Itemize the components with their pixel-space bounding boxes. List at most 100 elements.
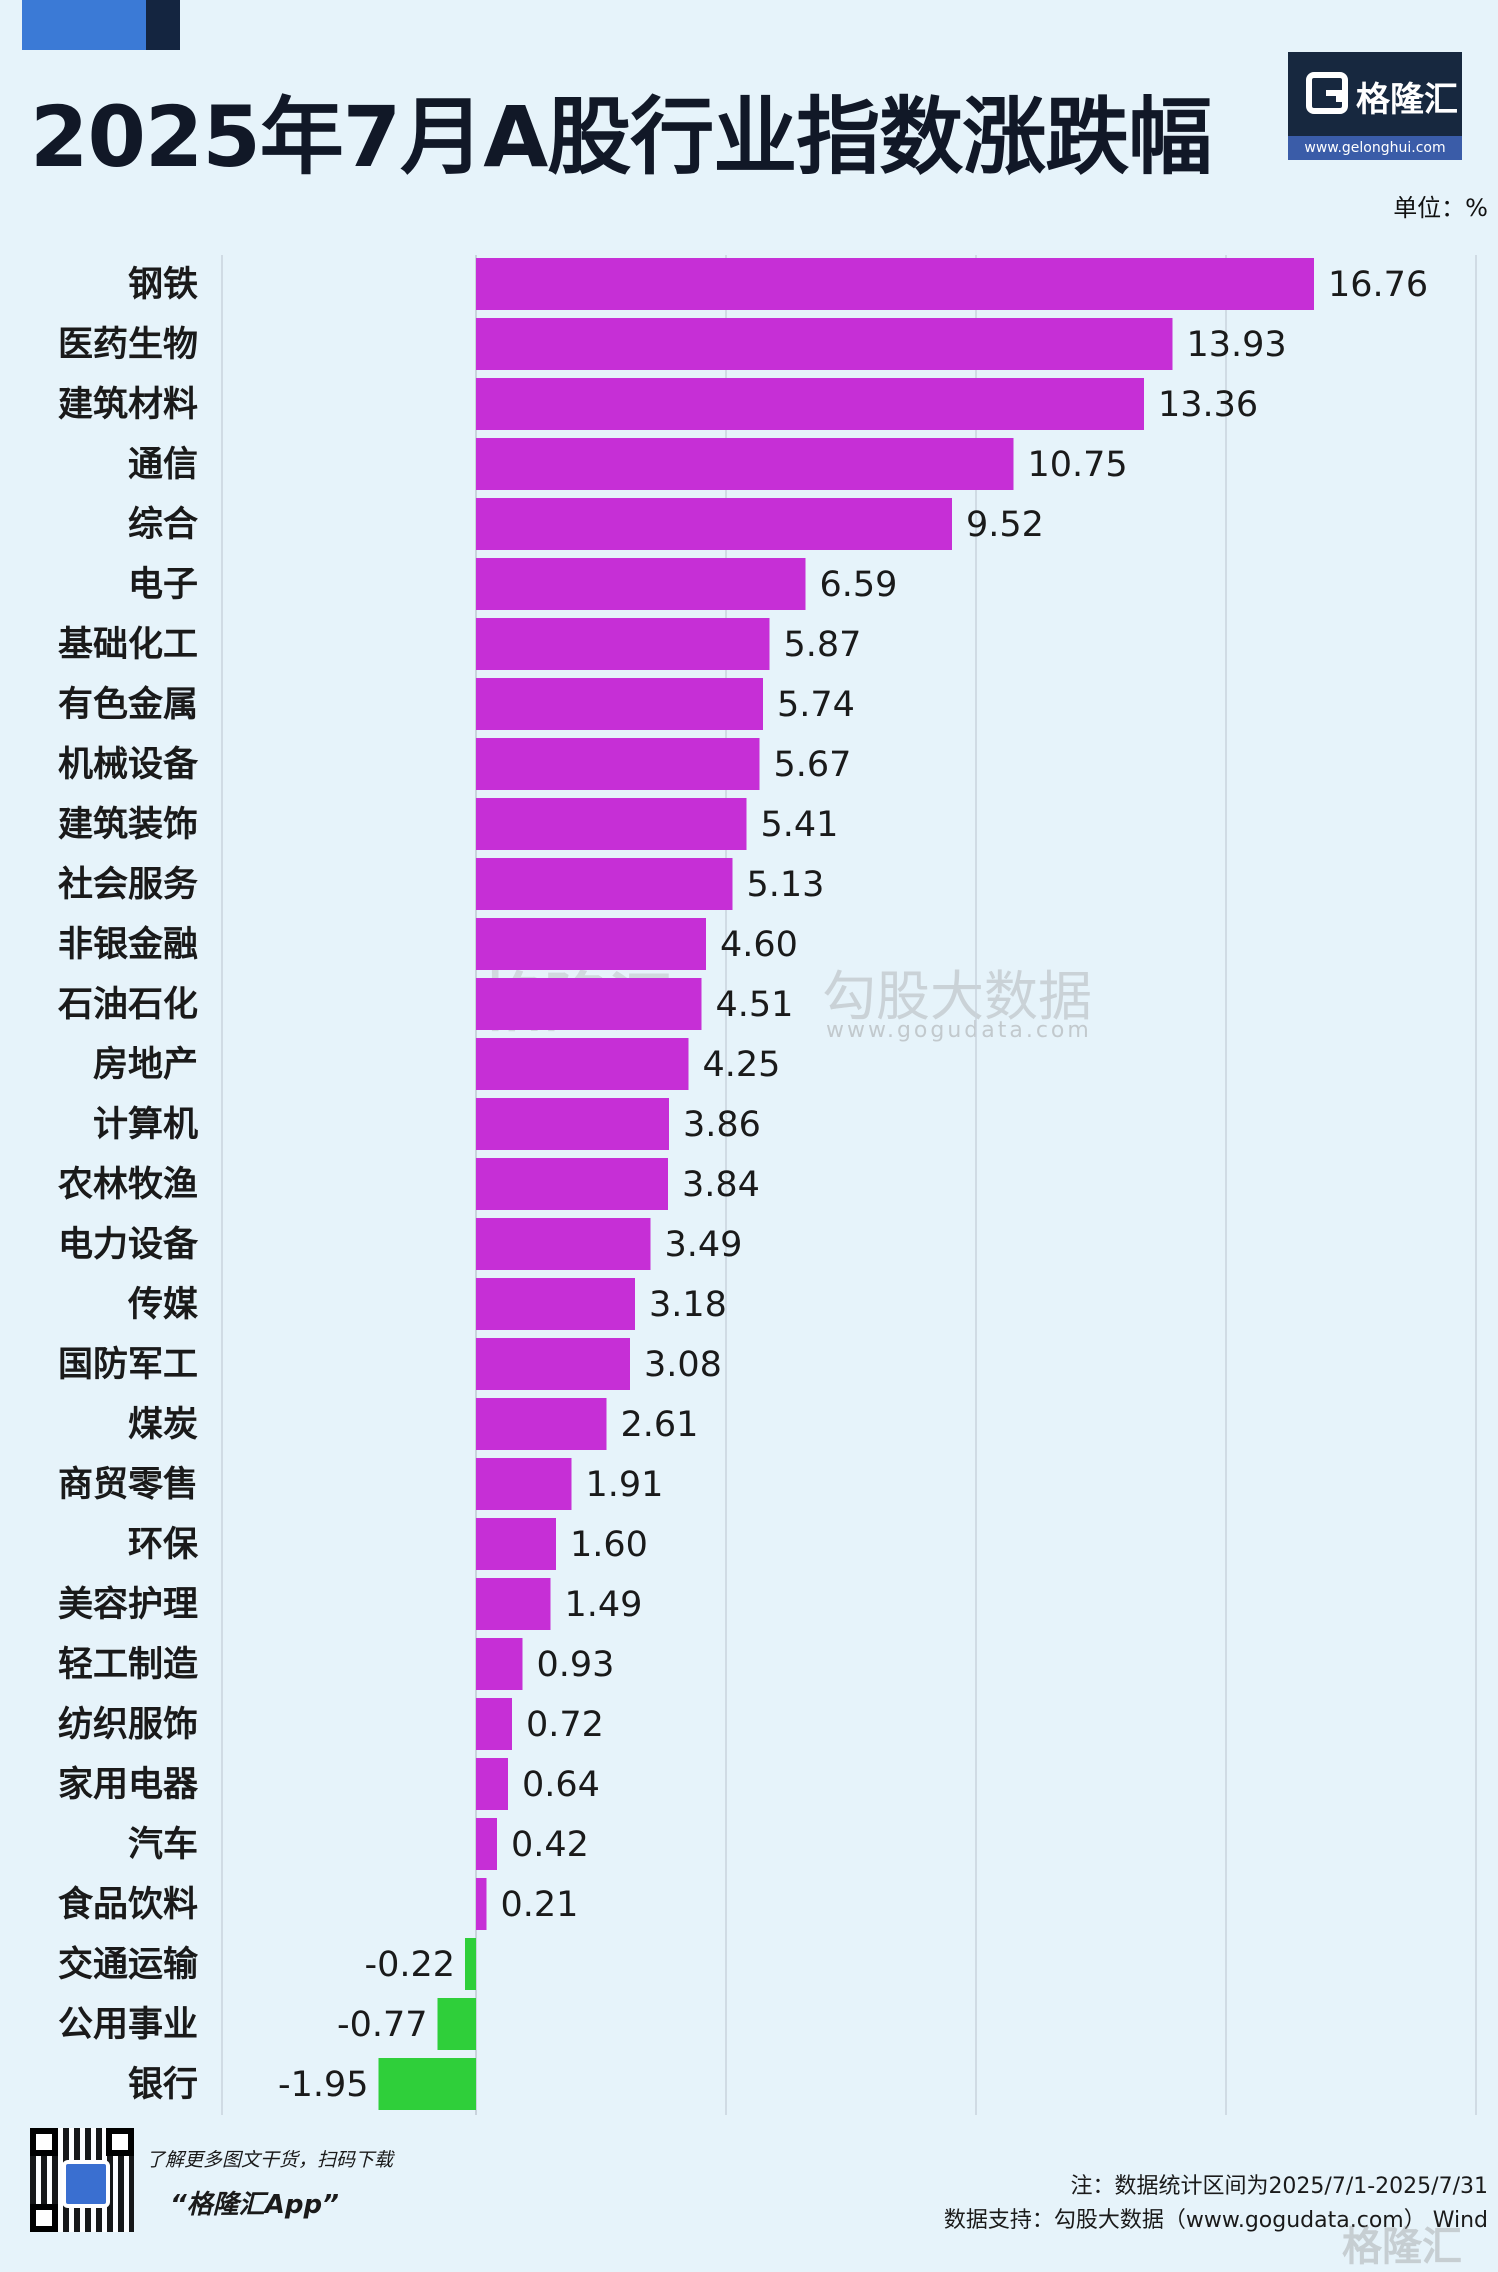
qr-logo-icon	[62, 2160, 110, 2208]
page-title: 2025年7月A股行业指数涨跌幅	[30, 88, 1212, 186]
corner-watermark: 格隆汇	[1342, 2224, 1462, 2270]
bar	[476, 1578, 551, 1630]
data-label: 0.21	[501, 1885, 579, 1925]
logo-url: www.gelonghui.com	[1288, 136, 1462, 160]
bar	[465, 1938, 476, 1990]
data-label: -0.22	[364, 1945, 455, 1985]
data-label: 0.93	[537, 1645, 615, 1685]
data-label: 10.75	[1028, 445, 1128, 485]
data-label: 5.74	[777, 685, 855, 725]
bar	[476, 1158, 668, 1210]
category-label: 食品饮料	[58, 1884, 198, 1925]
bar	[476, 1218, 651, 1270]
data-label: -1.95	[278, 2065, 369, 2105]
category-label: 电子	[128, 565, 198, 605]
bar	[476, 1398, 607, 1450]
category-label: 机械设备	[58, 745, 199, 785]
bar	[476, 918, 706, 970]
category-label: 有色金属	[58, 684, 198, 725]
bar	[476, 1878, 487, 1930]
qr-finder-bottom-left	[30, 2204, 58, 2232]
promo-app-name: “格隆汇App”	[170, 2190, 339, 2220]
footer-source: 数据支持：勾股大数据（www.gogudata.com） Wind	[943, 2208, 1488, 2233]
unit-label: 单位：%	[1393, 194, 1488, 222]
data-label: 1.91	[586, 1465, 664, 1505]
category-label: 石油石化	[58, 985, 198, 1025]
watermark-data-brand: 勾股大数据	[822, 965, 1092, 1028]
data-label: 3.86	[683, 1105, 761, 1145]
bar	[378, 2058, 476, 2110]
logo-name: 格隆汇	[1356, 80, 1458, 120]
data-label: 5.41	[761, 805, 839, 845]
bar	[476, 498, 952, 550]
bar	[476, 798, 747, 850]
qr-finder-top-left	[30, 2128, 58, 2156]
bar	[476, 1518, 556, 1570]
bar-chart: 钢铁 16.76 医药生物 13.93 建筑材料 13.36 通信 10.75 综合 9.52 电子…	[58, 255, 1477, 2115]
data-label: 13.93	[1187, 325, 1287, 365]
bar	[476, 858, 733, 910]
data-label: 6.59	[820, 565, 898, 605]
data-label: 13.36	[1158, 385, 1258, 425]
bar	[476, 978, 702, 1030]
category-label: 建筑材料	[58, 385, 198, 425]
data-label: 3.84	[682, 1165, 760, 1205]
category-label: 美容护理	[58, 1585, 198, 1625]
category-label: 银行	[128, 2065, 198, 2105]
data-label: 3.18	[649, 1285, 727, 1325]
promo-line: 了解更多图文干货，扫码下载	[146, 2149, 394, 2171]
category-label: 医药生物	[58, 325, 198, 365]
bar	[476, 1638, 523, 1690]
category-label: 交通运输	[58, 1944, 199, 1985]
data-label: 0.72	[526, 1705, 604, 1745]
category-label: 家用电器	[58, 1765, 199, 1805]
data-label: 4.25	[703, 1045, 781, 1085]
bar	[476, 1038, 689, 1090]
brand-logo: 格隆汇 www.gelonghui.com	[1288, 52, 1462, 160]
category-label: 国防军工	[58, 1345, 198, 1385]
qr-finder-top-right	[106, 2128, 134, 2156]
bar	[476, 1458, 572, 1510]
data-label: 3.08	[644, 1345, 722, 1385]
category-label: 传媒	[127, 1285, 199, 1325]
data-label: 1.60	[570, 1525, 648, 1565]
category-label: 非银金融	[58, 924, 198, 965]
category-label: 商贸零售	[58, 1465, 198, 1505]
bar	[476, 1818, 497, 1870]
category-label: 通信	[128, 445, 198, 485]
category-label: 钢铁	[128, 265, 198, 305]
category-label: 计算机	[93, 1105, 198, 1145]
top-accent-dark	[146, 0, 180, 50]
data-label: -0.77	[337, 2005, 428, 2045]
bar	[476, 258, 1314, 310]
category-label: 农林牧渔	[58, 1165, 198, 1205]
data-label: 0.64	[522, 1765, 600, 1805]
category-label: 煤炭	[128, 1405, 198, 1445]
data-label: 9.52	[966, 505, 1044, 545]
category-label: 房地产	[93, 1045, 198, 1085]
bar	[476, 318, 1173, 370]
bar	[476, 618, 770, 670]
data-label: 4.60	[720, 925, 798, 965]
data-label: 4.51	[716, 985, 794, 1025]
bar	[476, 438, 1014, 490]
category-label: 纺织服饰	[58, 1705, 198, 1745]
data-label: 5.87	[784, 625, 862, 665]
data-label: 1.49	[565, 1585, 643, 1625]
footer-note: 注：数据统计区间为2025/7/1-2025/7/31	[1070, 2174, 1488, 2199]
bar	[476, 378, 1144, 430]
category-label: 电力设备	[58, 1225, 199, 1265]
bar	[476, 738, 760, 790]
category-label: 建筑装饰	[58, 805, 198, 845]
category-label: 公用事业	[58, 2005, 198, 2045]
category-label: 环保	[128, 1525, 199, 1565]
footer-notes: 注：数据统计区间为2025/7/1-2025/7/31 数据支持：勾股大数据（w…	[944, 2170, 1488, 2238]
category-label: 轻工制造	[58, 1645, 198, 1685]
bar	[476, 1698, 512, 1750]
bar	[476, 1338, 630, 1390]
data-label: 16.76	[1328, 265, 1428, 305]
data-label: 2.61	[621, 1405, 699, 1445]
data-label: 3.49	[665, 1225, 743, 1265]
data-label: 5.67	[774, 745, 852, 785]
bar	[476, 1098, 669, 1150]
